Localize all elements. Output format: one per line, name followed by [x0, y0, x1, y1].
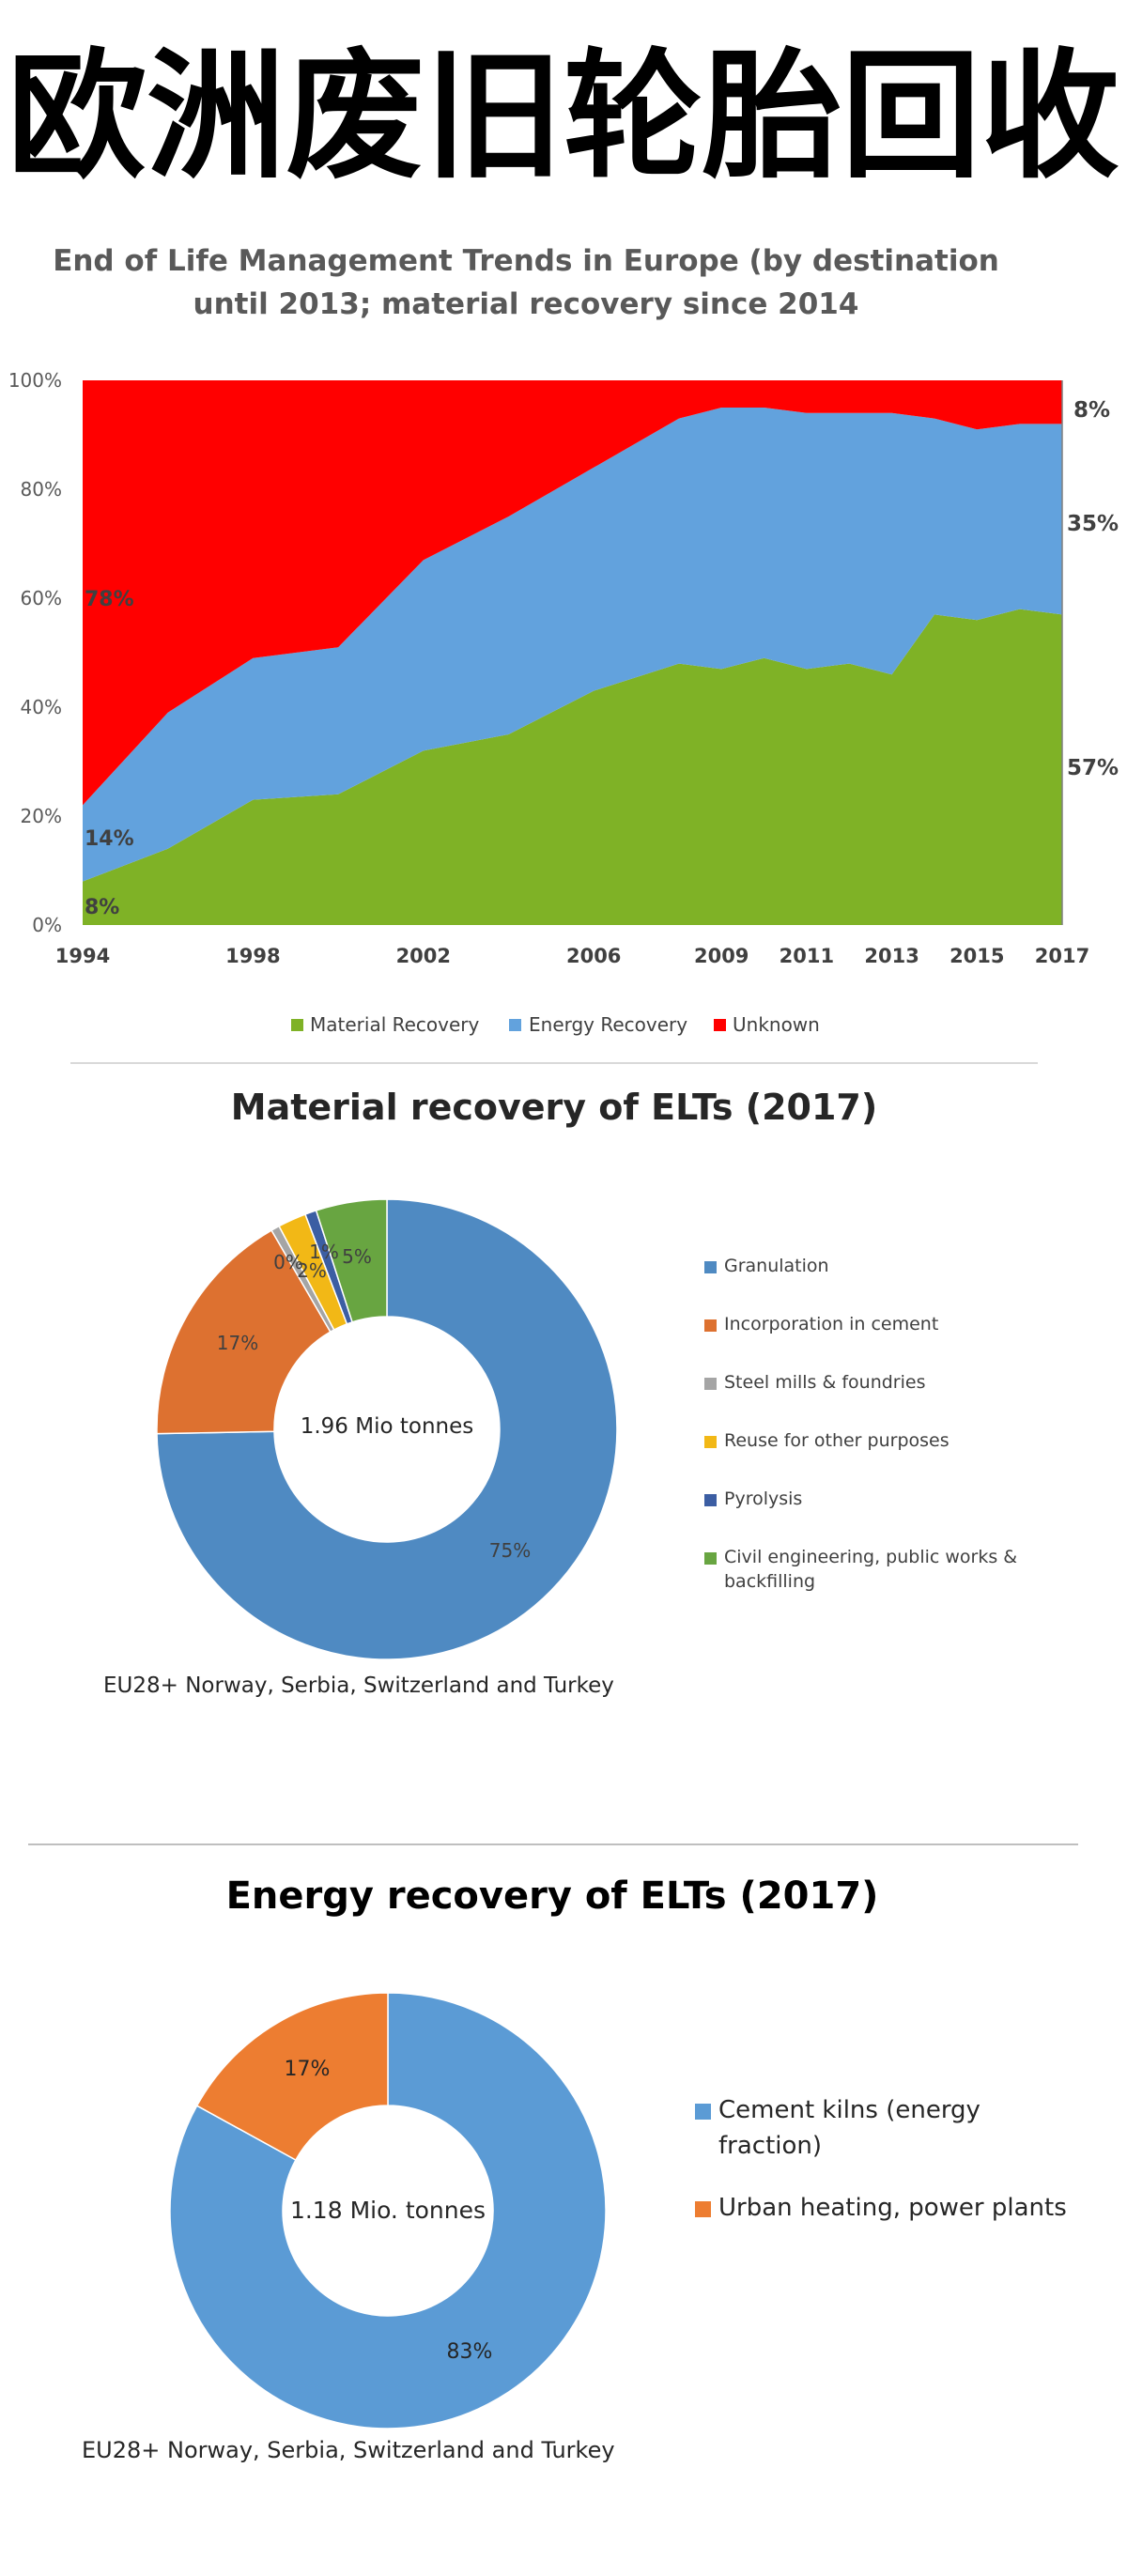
area-x-axis: 1994 1998 2002 2006 2009 2011 2013 2015 2017 — [55, 945, 1089, 967]
slice-label-83pct: 83% — [447, 2340, 493, 2364]
y-tick-60pct: 60% — [21, 587, 62, 609]
area-label-left-material: 8% — [85, 896, 119, 919]
page-title: 欧洲废旧轮胎回收 — [8, 36, 1119, 197]
energy-legend-swatch-0 — [695, 2104, 711, 2120]
energy-legend: Cement kilns (energy fraction) Urban heati… — [695, 2096, 1067, 2222]
material-legend-label-3: Reuse for other purposes — [724, 1430, 949, 1451]
material-donut-slices — [156, 1198, 618, 1660]
material-footnote: EU28+ Norway, Serbia, Switzerland and Tu… — [103, 1674, 614, 1698]
area-chart-title-line-2: until 2013; material recovery since 2014 — [193, 287, 859, 321]
slice-label-1pct: 1% — [309, 1241, 339, 1263]
energy-legend-swatch-1 — [695, 2201, 711, 2217]
slice-label-5pct: 5% — [342, 1245, 372, 1268]
material-donut-chart: Material recovery of ELTs (2017) 75% 17% 0… — [103, 1087, 1017, 1698]
energy-legend-label-0-line-0: Cement kilns (energy — [718, 2096, 980, 2124]
x-tick-2006: 2006 — [566, 945, 621, 967]
x-tick-2013: 2013 — [864, 945, 919, 967]
material-legend-label-5-line-1: backfilling — [724, 1571, 815, 1592]
energy-donut-slices — [169, 1992, 607, 2429]
slice-label-2pct: 2% — [297, 1259, 327, 1282]
material-legend-label-4: Pyrolysis — [724, 1489, 802, 1509]
slice-granulation — [156, 1198, 618, 1660]
legend-swatch-material — [291, 1019, 303, 1031]
material-legend-swatch-2 — [704, 1378, 717, 1390]
area-legend: Material Recovery Energy Recovery Unknow… — [291, 1013, 820, 1036]
material-legend-swatch-5 — [704, 1552, 717, 1565]
legend-label-unknown: Unknown — [733, 1013, 820, 1036]
energy-donut-labels: 83% 17% — [285, 2058, 493, 2364]
area-label-right-material: 57% — [1067, 756, 1119, 780]
energy-donut-chart: Energy recovery of ELTs (2017) 83% 17% 1.… — [82, 1874, 1067, 2463]
material-legend-label-1: Incorporation in cement — [724, 1314, 938, 1334]
y-tick-20pct: 20% — [21, 805, 62, 827]
x-tick-2017: 2017 — [1035, 945, 1089, 967]
material-donut-labels: 75% 17% 0%2%1% 5% — [217, 1241, 531, 1562]
area-layers — [83, 380, 1062, 925]
y-tick-40pct: 40% — [21, 696, 62, 718]
energy-footnote: EU28+ Norway, Serbia, Switzerland and Tu… — [82, 2437, 615, 2463]
y-tick-100pct: 100% — [8, 369, 62, 392]
area-label-left-unknown: 78% — [85, 588, 134, 611]
area-label-right-energy: 35% — [1067, 512, 1119, 536]
x-tick-1994: 1994 — [55, 945, 110, 967]
material-legend-swatch-4 — [704, 1494, 717, 1506]
area-label-right-unknown: 8% — [1073, 398, 1110, 423]
material-center-label: 1.96 Mio tonnes — [301, 1414, 474, 1439]
legend-swatch-energy — [509, 1019, 521, 1031]
y-tick-0pct: 0% — [32, 914, 62, 936]
material-legend-label-5-line-0: Civil engineering, public works & — [724, 1547, 1017, 1567]
area-chart-title-line-1: End of Life Management Trends in Europe … — [53, 244, 999, 278]
x-tick-2002: 2002 — [396, 945, 451, 967]
material-chart-title: Material recovery of ELTs (2017) — [231, 1087, 877, 1128]
area-label-left-energy: 14% — [85, 827, 134, 851]
slice-incorporation-in-cement — [156, 1229, 332, 1435]
legend-label-energy: Energy Recovery — [529, 1013, 687, 1036]
material-legend-swatch-0 — [704, 1261, 717, 1273]
slice-civil-engineering-public-works-backfilling — [315, 1198, 388, 1323]
material-legend-label-0: Granulation — [724, 1256, 829, 1276]
material-legend-swatch-3 — [704, 1436, 717, 1448]
area-y-axis: 0% 20% 40% 60% 80% 100% — [8, 369, 62, 936]
y-tick-80pct: 80% — [21, 478, 62, 501]
material-legend: Granulation Incorporation in cement Steel … — [704, 1256, 1017, 1592]
legend-swatch-unknown — [714, 1019, 726, 1031]
area-material-recovery — [83, 609, 1062, 925]
energy-legend-label-0-line-1: fraction) — [718, 2132, 822, 2160]
slice-cement-kilns-energy-fraction — [169, 1992, 607, 2429]
x-tick-2009: 2009 — [694, 945, 749, 967]
slice-label-0pct: 0% — [273, 1251, 303, 1273]
energy-center-label: 1.18 Mio. tonnes — [290, 2197, 486, 2224]
energy-chart-title: Energy recovery of ELTs (2017) — [226, 1874, 879, 1918]
energy-legend-label-1: Urban heating, power plants — [718, 2194, 1067, 2222]
slice-label-17pct: 17% — [217, 1332, 258, 1354]
slice-label-75pct: 75% — [489, 1539, 531, 1562]
slice-urban-heating-power-plants — [195, 1992, 389, 2162]
legend-label-material: Material Recovery — [310, 1013, 480, 1036]
slice-label-17pct: 17% — [285, 2058, 331, 2081]
x-tick-1998: 1998 — [225, 945, 280, 967]
material-legend-swatch-1 — [704, 1319, 717, 1332]
area-unknown — [83, 380, 1062, 806]
material-legend-label-2: Steel mills & foundries — [724, 1372, 925, 1393]
x-tick-2015: 2015 — [949, 945, 1004, 967]
area-chart: End of Life Management Trends in Europe … — [8, 244, 1119, 1036]
x-tick-2011: 2011 — [780, 945, 834, 967]
area-energy-recovery — [83, 408, 1062, 882]
